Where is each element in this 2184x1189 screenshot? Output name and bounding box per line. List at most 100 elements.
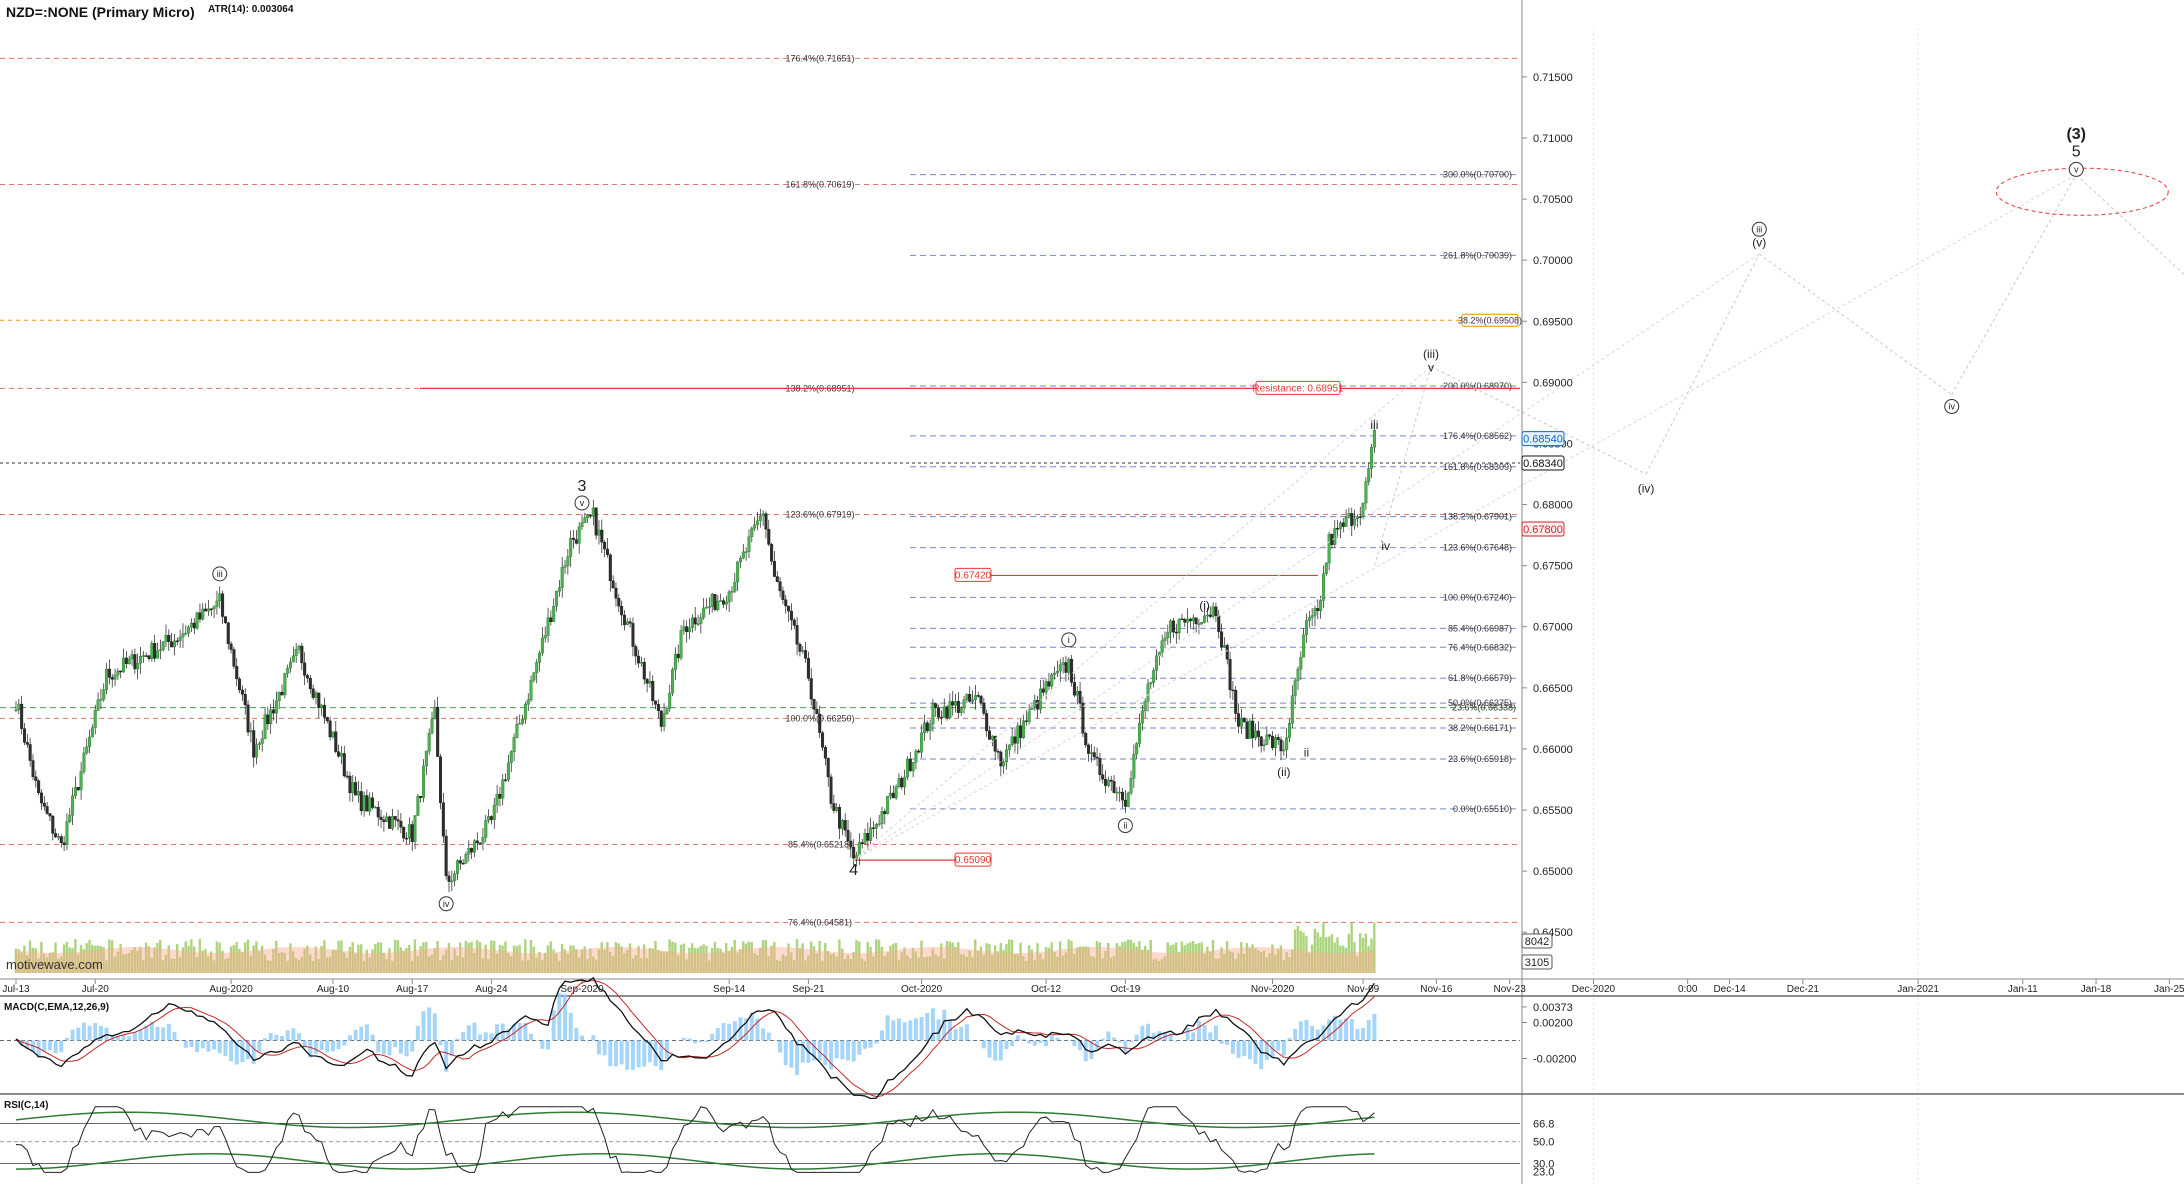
candle-body	[139, 656, 142, 663]
date-tick-label: Aug-17	[396, 984, 429, 995]
candle-body	[988, 731, 991, 740]
candle-body	[153, 643, 156, 658]
candle-body	[1161, 641, 1164, 652]
date-tick-label: Sep-21	[792, 984, 825, 995]
candle-body	[589, 515, 592, 516]
candle-body	[134, 654, 137, 668]
macd-histogram-bar	[320, 1041, 324, 1051]
price-tick-label: 0.69500	[1533, 316, 1573, 328]
macd-histogram-bar	[484, 1032, 488, 1040]
price-tick-label: 0.69000	[1533, 377, 1573, 389]
candle-body	[572, 538, 575, 539]
candle-body	[697, 624, 700, 625]
macd-histogram-bar	[1027, 1041, 1031, 1044]
date-tick-label: Jan-18	[2081, 984, 2112, 995]
candle-body	[971, 700, 974, 702]
volume-tag-label: 8042	[1525, 936, 1549, 948]
price-tick-label: 0.67500	[1533, 561, 1573, 573]
macd-histogram-bar	[1304, 1020, 1308, 1041]
candle-body	[1056, 671, 1059, 673]
candle-body	[54, 833, 57, 837]
macd-histogram-bar	[699, 1041, 703, 1043]
candle-body	[513, 738, 516, 752]
macd-histogram-bar	[257, 1041, 261, 1052]
right-fib-label: 61.8%(0.66579)	[1448, 673, 1512, 683]
candle-body	[23, 729, 26, 743]
candle-body	[1093, 753, 1096, 757]
macd-histogram-bar	[325, 1041, 329, 1053]
candle-body	[329, 721, 332, 737]
candle-body	[187, 627, 190, 633]
candle-body	[929, 724, 932, 731]
atr-label: ATR(14): 0.003064	[208, 4, 294, 15]
candle-body	[18, 704, 21, 710]
macd-histogram-bar	[540, 1041, 544, 1049]
right-fib-label: 23.6%(0.65918)	[1448, 754, 1512, 764]
candle-body	[1251, 721, 1254, 738]
price-tick-label: 0.66000	[1533, 744, 1573, 756]
candle-body	[550, 618, 553, 622]
candle-body	[923, 723, 926, 733]
candle-body	[745, 552, 748, 553]
candle-body	[230, 644, 233, 650]
macd-histogram-bar	[495, 1024, 499, 1040]
candle-body	[1147, 684, 1150, 701]
candle-body	[516, 724, 519, 737]
candle-body	[932, 704, 935, 724]
macd-histogram-bar	[399, 1041, 403, 1054]
candle-body	[111, 677, 114, 679]
candle-body	[940, 717, 943, 718]
candle-body	[787, 606, 790, 611]
candle-body	[496, 794, 499, 805]
candle-body	[238, 679, 241, 690]
candle-body	[1099, 758, 1102, 774]
candle-body	[934, 704, 937, 708]
candle-body	[1152, 670, 1155, 682]
macd-histogram-bar	[201, 1041, 205, 1049]
price-tick-label: 0.65000	[1533, 866, 1573, 878]
candle-body	[233, 649, 236, 666]
price-tick-label: 0.66500	[1533, 683, 1573, 695]
candle-body	[199, 613, 202, 619]
level-label: 0.65090	[955, 855, 992, 866]
candle-body	[830, 777, 833, 804]
candle-body	[252, 730, 255, 757]
candle-body	[292, 656, 295, 662]
candle-body	[705, 607, 708, 608]
candle-body	[937, 708, 940, 717]
candle-body	[711, 594, 714, 606]
date-tick-label: Oct-12	[1031, 984, 1061, 995]
candle-body	[946, 707, 949, 718]
macd-histogram-bar	[1152, 1033, 1156, 1041]
rsi-tick-label: 23.0	[1533, 1166, 1554, 1178]
macd-histogram-bar	[1338, 1020, 1342, 1041]
macd-histogram-bar	[591, 1035, 595, 1040]
date-tick-label: Aug-2020	[209, 984, 253, 995]
candle-body	[886, 796, 889, 814]
candle-body	[484, 820, 487, 837]
candle-body	[708, 607, 711, 608]
candle-body	[731, 591, 734, 592]
macd-histogram-bar	[212, 1041, 216, 1050]
macd-histogram-bar	[886, 1015, 890, 1040]
candle-body	[538, 653, 541, 662]
candle-body	[1192, 618, 1195, 621]
candle-body	[1365, 482, 1368, 503]
candle-body	[284, 673, 287, 694]
candle-body	[419, 796, 422, 797]
candle-body	[609, 555, 612, 581]
candle-body	[1019, 726, 1022, 738]
candle-body	[1116, 792, 1119, 793]
candle-body	[578, 527, 581, 544]
macd-histogram-bar	[620, 1041, 624, 1065]
macd-histogram-bar	[1355, 1029, 1359, 1040]
macd-histogram-bar	[388, 1041, 392, 1056]
macd-histogram-bar	[546, 1041, 550, 1050]
candle-body	[688, 628, 691, 632]
candle-body	[125, 658, 128, 664]
candle-body	[855, 855, 858, 858]
candle-body	[889, 793, 892, 796]
macd-histogram-bar	[1237, 1041, 1241, 1058]
macd-histogram-bar	[789, 1041, 793, 1068]
